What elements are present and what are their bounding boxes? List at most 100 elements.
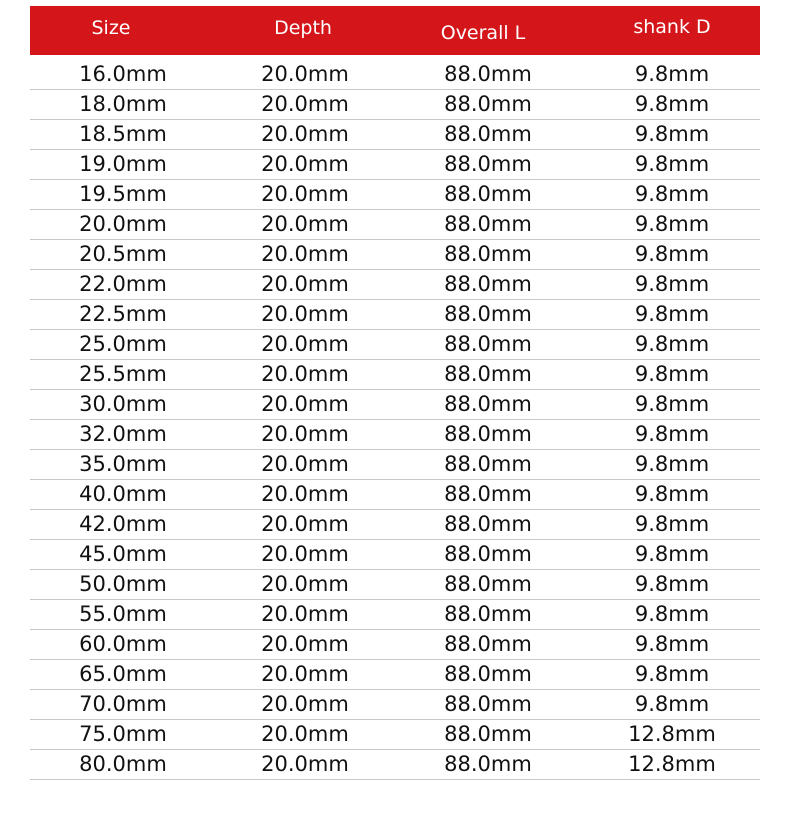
cell-shank-diameter: 9.8mm: [634, 332, 710, 356]
table-row: 20.0mm 20.0mm 88.0mm 9.8mm: [30, 210, 760, 240]
cell-size: 70.0mm: [79, 692, 167, 716]
cell-size: 22.5mm: [79, 302, 167, 326]
cell-size: 25.0mm: [79, 332, 167, 356]
cell-overall-length: 88.0mm: [444, 392, 532, 416]
cell-depth: 20.0mm: [261, 62, 349, 86]
cell-overall-length: 88.0mm: [444, 722, 532, 746]
table-row: 20.5mm 20.0mm 88.0mm 9.8mm: [30, 240, 760, 270]
cell-overall-length: 88.0mm: [444, 632, 532, 656]
cell-depth: 20.0mm: [261, 422, 349, 446]
cell-size: 55.0mm: [79, 602, 167, 626]
cell-size: 19.5mm: [79, 182, 167, 206]
table-row: 55.0mm 20.0mm 88.0mm 9.8mm: [30, 600, 760, 630]
cell-shank-diameter: 9.8mm: [634, 182, 710, 206]
cell-shank-diameter: 9.8mm: [634, 692, 710, 716]
cell-depth: 20.0mm: [261, 92, 349, 116]
table-row: 35.0mm 20.0mm 88.0mm 9.8mm: [30, 450, 760, 480]
cell-depth: 20.0mm: [261, 122, 349, 146]
table-row: 18.0mm 20.0mm 88.0mm 9.8mm: [30, 90, 760, 120]
cell-overall-length: 88.0mm: [444, 62, 532, 86]
cell-shank-diameter: 9.8mm: [634, 542, 710, 566]
cell-size: 42.0mm: [79, 512, 167, 536]
cell-overall-length: 88.0mm: [444, 242, 532, 266]
cell-shank-diameter: 9.8mm: [634, 122, 710, 146]
cell-depth: 20.0mm: [261, 542, 349, 566]
table-row: 45.0mm 20.0mm 88.0mm 9.8mm: [30, 540, 760, 570]
cell-size: 60.0mm: [79, 632, 167, 656]
cell-depth: 20.0mm: [261, 572, 349, 596]
cell-shank-diameter: 9.8mm: [634, 482, 710, 506]
cell-size: 75.0mm: [79, 722, 167, 746]
cell-shank-diameter: 12.8mm: [628, 752, 716, 776]
cell-overall-length: 88.0mm: [444, 332, 532, 356]
cell-size: 80.0mm: [79, 752, 167, 776]
cell-overall-length: 88.0mm: [444, 752, 532, 776]
table-row: 60.0mm 20.0mm 88.0mm 9.8mm: [30, 630, 760, 660]
cell-overall-length: 88.0mm: [444, 362, 532, 386]
table-row: 42.0mm 20.0mm 88.0mm 9.8mm: [30, 510, 760, 540]
cell-shank-diameter: 9.8mm: [634, 602, 710, 626]
cell-overall-length: 88.0mm: [444, 152, 532, 176]
cell-overall-length: 88.0mm: [444, 302, 532, 326]
cell-depth: 20.0mm: [261, 692, 349, 716]
cell-shank-diameter: 9.8mm: [634, 242, 710, 266]
cell-size: 50.0mm: [79, 572, 167, 596]
cell-size: 25.5mm: [79, 362, 167, 386]
table-row: 18.5mm 20.0mm 88.0mm 9.8mm: [30, 120, 760, 150]
cell-shank-diameter: 9.8mm: [634, 152, 710, 176]
cell-shank-diameter: 9.8mm: [634, 632, 710, 656]
cell-depth: 20.0mm: [261, 332, 349, 356]
cell-depth: 20.0mm: [261, 452, 349, 476]
table-header: Size Depth Overall L shank D: [30, 6, 760, 55]
table-row: 32.0mm 20.0mm 88.0mm 9.8mm: [30, 420, 760, 450]
cell-depth: 20.0mm: [261, 662, 349, 686]
table-row: 50.0mm 20.0mm 88.0mm 9.8mm: [30, 570, 760, 600]
cell-overall-length: 88.0mm: [444, 512, 532, 536]
cell-overall-length: 88.0mm: [444, 602, 532, 626]
cell-overall-length: 88.0mm: [444, 422, 532, 446]
cell-size: 32.0mm: [79, 422, 167, 446]
table-row: 25.0mm 20.0mm 88.0mm 9.8mm: [30, 330, 760, 360]
cell-depth: 20.0mm: [261, 362, 349, 386]
table-row: 16.0mm 20.0mm 88.0mm 9.8mm: [30, 60, 760, 90]
cell-shank-diameter: 12.8mm: [628, 722, 716, 746]
cell-shank-diameter: 9.8mm: [634, 272, 710, 296]
cell-overall-length: 88.0mm: [444, 662, 532, 686]
cell-size: 20.0mm: [79, 212, 167, 236]
cell-depth: 20.0mm: [261, 512, 349, 536]
cell-overall-length: 88.0mm: [444, 542, 532, 566]
cell-overall-length: 88.0mm: [444, 482, 532, 506]
table-row: 22.0mm 20.0mm 88.0mm 9.8mm: [30, 270, 760, 300]
cell-size: 35.0mm: [79, 452, 167, 476]
cell-overall-length: 88.0mm: [444, 212, 532, 236]
cell-overall-length: 88.0mm: [444, 272, 532, 296]
table-row: 75.0mm 20.0mm 88.0mm 12.8mm: [30, 720, 760, 750]
header-size: Size: [91, 17, 131, 39]
table-row: 25.5mm 20.0mm 88.0mm 9.8mm: [30, 360, 760, 390]
cell-depth: 20.0mm: [261, 272, 349, 296]
cell-overall-length: 88.0mm: [444, 182, 532, 206]
cell-size: 40.0mm: [79, 482, 167, 506]
cell-depth: 20.0mm: [261, 752, 349, 776]
cell-size: 16.0mm: [79, 62, 167, 86]
header-overall-length: Overall L: [440, 22, 526, 44]
table-row: 19.5mm 20.0mm 88.0mm 9.8mm: [30, 180, 760, 210]
table-row: 22.5mm 20.0mm 88.0mm 9.8mm: [30, 300, 760, 330]
cell-depth: 20.0mm: [261, 392, 349, 416]
cell-depth: 20.0mm: [261, 632, 349, 656]
cell-overall-length: 88.0mm: [444, 692, 532, 716]
cell-size: 18.5mm: [79, 122, 167, 146]
table-row: 19.0mm 20.0mm 88.0mm 9.8mm: [30, 150, 760, 180]
cell-size: 19.0mm: [79, 152, 167, 176]
table-row: 80.0mm 20.0mm 88.0mm 12.8mm: [30, 750, 760, 780]
table-body: 16.0mm 20.0mm 88.0mm 9.8mm 18.0mm 20.0mm 88.0m…: [30, 60, 760, 780]
cell-size: 20.5mm: [79, 242, 167, 266]
cell-overall-length: 88.0mm: [444, 92, 532, 116]
cell-depth: 20.0mm: [261, 602, 349, 626]
cell-shank-diameter: 9.8mm: [634, 422, 710, 446]
header-depth: Depth: [274, 17, 332, 39]
table-row: 70.0mm 20.0mm 88.0mm 9.8mm: [30, 690, 760, 720]
cell-overall-length: 88.0mm: [444, 452, 532, 476]
table-row: 65.0mm 20.0mm 88.0mm 9.8mm: [30, 660, 760, 690]
cell-overall-length: 88.0mm: [444, 122, 532, 146]
